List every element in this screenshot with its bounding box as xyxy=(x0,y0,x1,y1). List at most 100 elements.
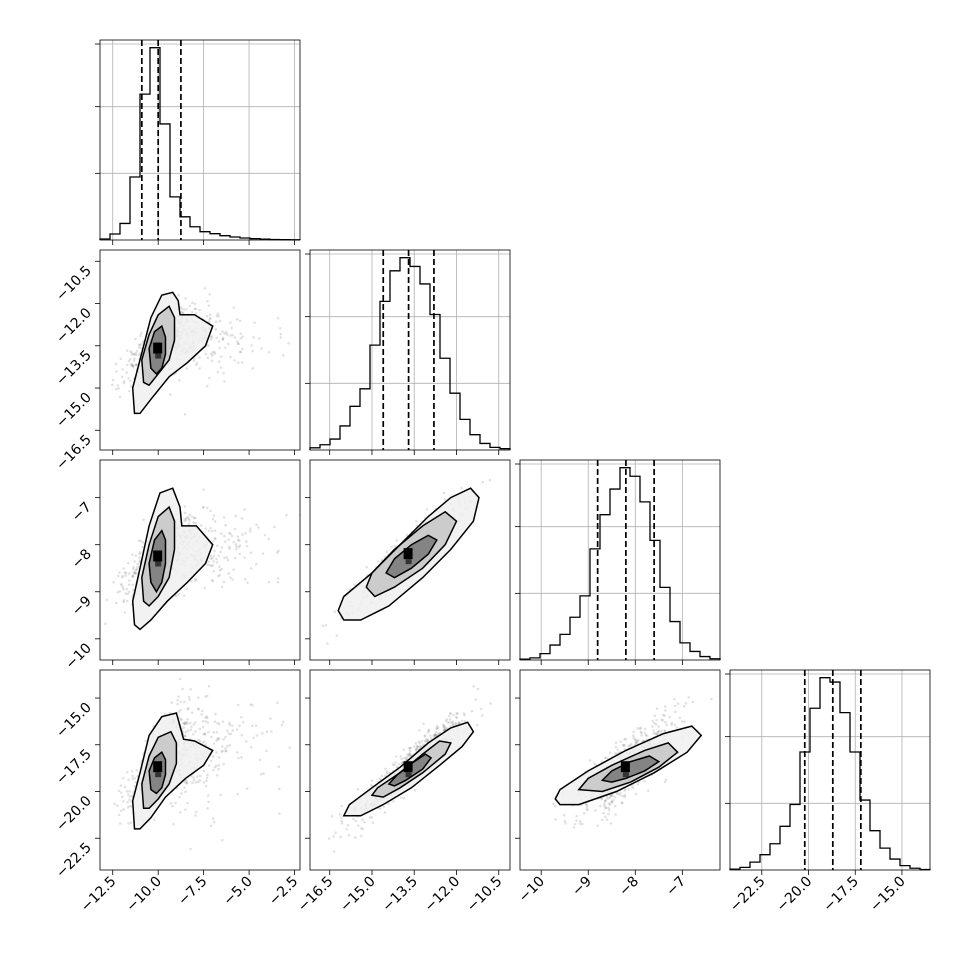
sample-point xyxy=(621,743,625,747)
contour-line xyxy=(131,712,214,830)
sample-point xyxy=(489,702,492,705)
sample-point xyxy=(206,773,209,777)
sample-point xyxy=(605,756,608,760)
sample-point xyxy=(434,733,437,736)
sample-point xyxy=(340,819,344,823)
sample-point xyxy=(131,553,134,557)
sample-point xyxy=(131,777,134,781)
x-tick-label: −20.0 xyxy=(774,874,816,916)
sample-point xyxy=(614,745,618,749)
sample-point xyxy=(131,574,134,578)
sample-point xyxy=(254,724,258,727)
sample-point xyxy=(221,337,225,341)
sample-point xyxy=(174,801,177,805)
sample-point xyxy=(353,583,356,586)
sample-point xyxy=(118,571,121,574)
sample-point xyxy=(215,336,219,340)
contour-line xyxy=(148,529,167,594)
sample-point xyxy=(216,370,220,374)
sample-point xyxy=(221,338,225,341)
sample-point xyxy=(332,835,335,838)
sample-point xyxy=(603,799,607,803)
sample-point xyxy=(262,772,265,775)
sample-point xyxy=(442,728,446,732)
sample-point xyxy=(250,724,254,728)
sample-point xyxy=(212,569,216,573)
sample-point xyxy=(191,732,195,736)
sample-point xyxy=(222,580,226,584)
x-tick-label: −7.5 xyxy=(175,874,210,909)
sample-point xyxy=(710,697,713,701)
sample-point xyxy=(207,320,211,323)
sample-point xyxy=(407,753,411,756)
sample-point xyxy=(683,720,686,723)
sample-point xyxy=(178,811,182,814)
contour-line xyxy=(131,291,214,415)
sample-point xyxy=(132,352,136,356)
sample-point xyxy=(217,554,221,558)
sample-point xyxy=(249,703,252,706)
sample-point xyxy=(441,723,445,727)
sample-point xyxy=(458,721,461,725)
sample-point xyxy=(233,556,237,560)
sample-point xyxy=(211,564,215,567)
sample-point xyxy=(406,753,409,757)
sample-point xyxy=(334,831,337,835)
sample-point xyxy=(627,744,630,748)
sample-point xyxy=(371,821,375,825)
sample-point xyxy=(183,505,187,508)
sample-point xyxy=(287,341,290,345)
sample-point xyxy=(184,790,187,793)
sample-point xyxy=(444,719,448,722)
contour-line xyxy=(600,755,661,783)
sample-point xyxy=(420,740,424,743)
sample-point xyxy=(418,741,422,745)
sample-point xyxy=(217,340,221,343)
sample-point xyxy=(206,807,209,810)
sample-point xyxy=(622,744,626,747)
sample-point xyxy=(168,711,172,715)
sample-point xyxy=(218,568,222,572)
sample-point xyxy=(208,317,212,321)
sample-point xyxy=(655,733,659,736)
sample-point xyxy=(657,725,660,728)
sample-point xyxy=(393,544,396,548)
sample-point xyxy=(136,562,140,566)
sample-point xyxy=(621,801,624,805)
sample-point xyxy=(234,514,238,518)
sample-point xyxy=(128,789,131,793)
sample-point xyxy=(199,524,203,527)
sample-point xyxy=(194,814,197,817)
panel-frame xyxy=(729,669,931,871)
sample-point xyxy=(321,624,325,628)
sample-point xyxy=(217,360,221,363)
sample-point xyxy=(634,741,638,745)
sample-point xyxy=(269,717,272,720)
sample-point xyxy=(115,387,118,391)
sample-point xyxy=(225,330,228,334)
sample-point xyxy=(138,343,141,346)
sample-point xyxy=(190,725,193,729)
sample-point xyxy=(184,516,188,520)
sample-point xyxy=(169,801,173,805)
sample-point xyxy=(205,776,209,780)
sample-point xyxy=(427,729,430,732)
sample-point xyxy=(121,795,124,798)
sample-point xyxy=(220,532,223,536)
sample-point xyxy=(596,824,599,827)
sample-point xyxy=(177,593,180,596)
sample-point xyxy=(127,778,130,782)
sample-point xyxy=(454,721,458,725)
sample-point xyxy=(655,707,659,711)
sample-point xyxy=(252,336,255,339)
sample-point xyxy=(634,792,638,796)
sample-point xyxy=(202,506,205,509)
sample-point xyxy=(208,376,211,380)
density-peak xyxy=(620,761,630,773)
sample-point xyxy=(117,387,120,390)
sample-point xyxy=(340,804,344,808)
sample-point xyxy=(215,751,218,754)
sample-point xyxy=(462,712,466,715)
sample-point xyxy=(130,805,133,808)
sample-point xyxy=(213,765,217,769)
